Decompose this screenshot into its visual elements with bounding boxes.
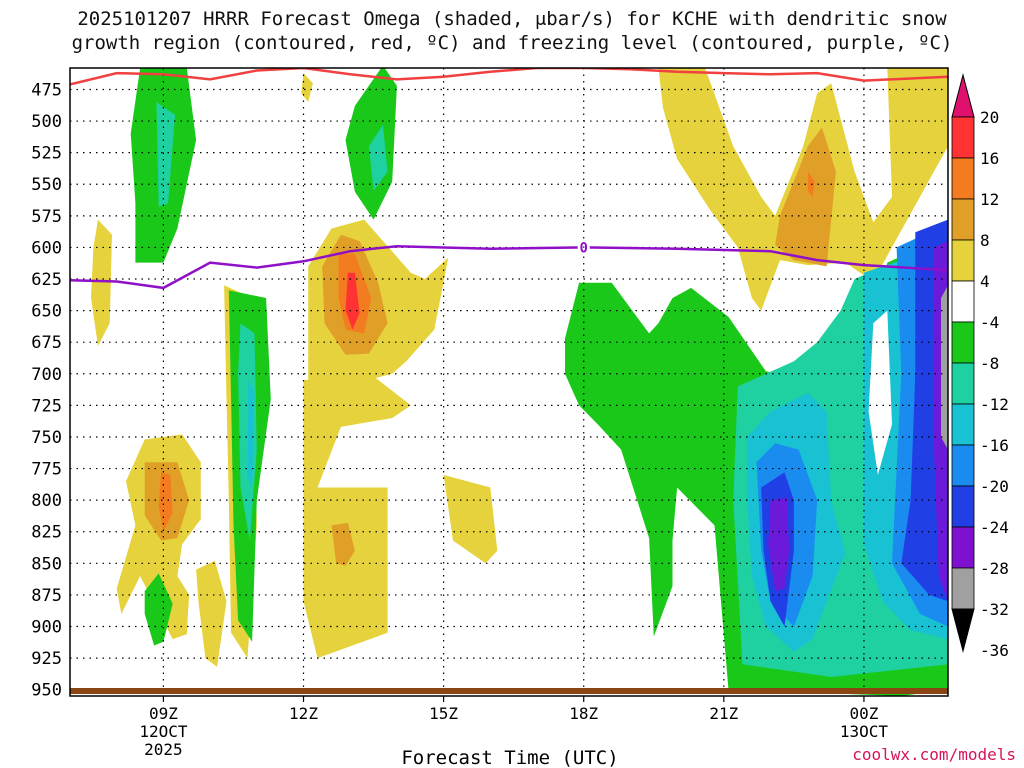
y-tick-label-750: 750 bbox=[31, 428, 62, 448]
omega-region-11 bbox=[303, 376, 411, 659]
colorbar-label-4: 4 bbox=[980, 272, 990, 291]
y-tick-label-500: 500 bbox=[31, 112, 62, 132]
y-tick-label-800: 800 bbox=[31, 491, 62, 511]
y-tick-label-700: 700 bbox=[31, 365, 62, 385]
colorbar-segment-11 bbox=[951, 567, 975, 610]
colorbar-segment-10 bbox=[951, 526, 975, 569]
colorbar-segment-9 bbox=[951, 485, 975, 528]
colorbar-segment-1 bbox=[951, 157, 975, 200]
y-tick-label-600: 600 bbox=[31, 238, 62, 258]
chart-title-line1: 2025101207 HRRR Forecast Omega (shaded, … bbox=[77, 8, 947, 30]
omega-shading bbox=[91, 68, 948, 696]
omega-region-2 bbox=[91, 219, 112, 346]
y-tick-label-525: 525 bbox=[31, 144, 62, 164]
y-axis: 475 500 525 550 575 600 625 650 675 700 725 750 775 8… bbox=[31, 80, 62, 700]
omega-region-15 bbox=[331, 522, 355, 566]
y-tick-label-550: 550 bbox=[31, 175, 62, 195]
y-tick-label-950: 950 bbox=[31, 681, 62, 701]
omega-region-35 bbox=[941, 285, 948, 450]
omega-region-23 bbox=[775, 127, 836, 267]
credit-text: coolwx.com/models bbox=[852, 745, 1016, 764]
y-tick-label-725: 725 bbox=[31, 396, 62, 416]
x-tick-year-09Z: 2025 bbox=[144, 740, 183, 759]
y-tick-label-575: 575 bbox=[31, 207, 62, 227]
colorbar: 20 16 12 8 4 -4 -8 -12 -16 -20 -24 -28 -32 -36 bbox=[951, 73, 1009, 660]
colorbar-top-cap bbox=[951, 73, 975, 118]
y-tick-label-675: 675 bbox=[31, 333, 62, 353]
x-tick-label-12Z: 12Z bbox=[289, 704, 318, 723]
colorbar-label-3: 8 bbox=[980, 231, 990, 250]
omega-region-21 bbox=[144, 573, 173, 646]
colorbar-label-12: -32 bbox=[980, 600, 1009, 619]
terrain-fill bbox=[70, 688, 948, 694]
omega-region-14 bbox=[345, 272, 360, 330]
colorbar-segment-2 bbox=[951, 198, 975, 241]
dgz-contour-line bbox=[70, 68, 948, 86]
y-tick-label-825: 825 bbox=[31, 523, 62, 543]
colorbar-segment-4 bbox=[951, 280, 975, 323]
y-tick-label-625: 625 bbox=[31, 270, 62, 290]
y-tick-label-875: 875 bbox=[31, 586, 62, 606]
freezing-level-label-bg bbox=[577, 239, 590, 256]
colorbar-label-10: -24 bbox=[980, 518, 1009, 537]
omega-region-36 bbox=[868, 310, 892, 475]
colorbar-segment-0 bbox=[951, 116, 975, 159]
plot-frame bbox=[69, 67, 949, 697]
contour-lines: 0 bbox=[70, 68, 948, 290]
colorbar-label-2: 12 bbox=[980, 190, 999, 209]
colorbar-bottom-cap bbox=[951, 608, 975, 653]
colorbar-label-11: -28 bbox=[980, 559, 1009, 578]
x-tick-label-00Z: 00Z bbox=[849, 704, 878, 723]
terrain-strip bbox=[70, 688, 948, 694]
colorbar-segment-5 bbox=[951, 321, 975, 364]
x-axis-label: Forecast Time (UTC) bbox=[401, 747, 618, 768]
colorbar-label-7: -12 bbox=[980, 395, 1009, 414]
omega-region-18 bbox=[196, 560, 227, 667]
y-tick-label-925: 925 bbox=[31, 649, 62, 669]
omega-region-20 bbox=[158, 472, 173, 532]
omega-region-16 bbox=[443, 474, 498, 564]
x-tick-date-09Z: 12OCT bbox=[139, 722, 188, 741]
grid-lines bbox=[70, 68, 948, 696]
colorbar-label-9: -20 bbox=[980, 477, 1009, 496]
omega-region-5 bbox=[368, 124, 388, 191]
omega-region-3 bbox=[301, 73, 313, 103]
x-tick-label-15Z: 15Z bbox=[429, 704, 458, 723]
chart-title-line2: growth region (contoured, red, ºC) and f… bbox=[71, 32, 953, 54]
colorbar-segment-3 bbox=[951, 239, 975, 282]
y-tick-label-850: 850 bbox=[31, 554, 62, 574]
colorbar-segment-7 bbox=[951, 403, 975, 446]
colorbar-label-8: -16 bbox=[980, 436, 1009, 455]
freezing-level-line bbox=[70, 244, 948, 290]
x-tick-label-18Z: 18Z bbox=[569, 704, 598, 723]
colorbar-label-5: -4 bbox=[980, 313, 999, 332]
y-tick-label-650: 650 bbox=[31, 302, 62, 322]
omega-region-1 bbox=[156, 102, 176, 207]
colorbar-label-0: 20 bbox=[980, 108, 999, 127]
y-tick-label-775: 775 bbox=[31, 460, 62, 480]
x-tick-label-09Z: 09Z bbox=[149, 704, 178, 723]
x-tick-date-00Z: 13OCT bbox=[840, 722, 889, 741]
x-tick-label-21Z: 21Z bbox=[709, 704, 738, 723]
colorbar-label-13: -36 bbox=[980, 641, 1009, 660]
freezing-level-label: 0 bbox=[580, 240, 588, 256]
y-tick-label-900: 900 bbox=[31, 618, 62, 638]
colorbar-segment-6 bbox=[951, 362, 975, 405]
omega-region-30 bbox=[768, 497, 790, 592]
y-tick-label-475: 475 bbox=[31, 80, 62, 100]
omega-region-9 bbox=[247, 380, 255, 488]
colorbar-segment-8 bbox=[951, 444, 975, 487]
colorbar-label-6: -8 bbox=[980, 354, 999, 373]
colorbar-label-1: 16 bbox=[980, 149, 999, 168]
